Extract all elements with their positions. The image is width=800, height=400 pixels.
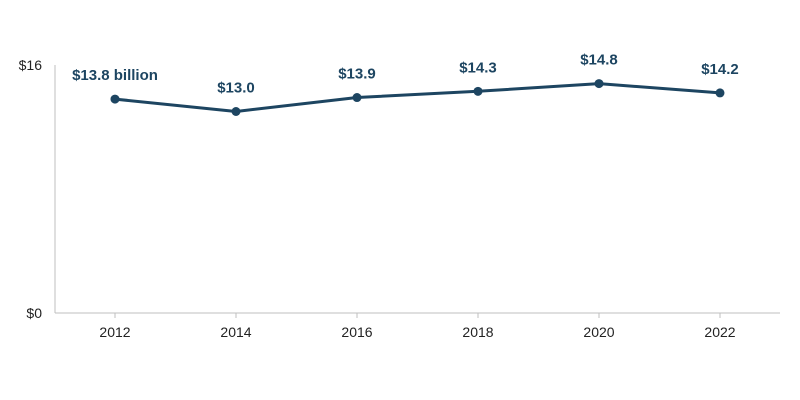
data-labels: $13.8 billion $13.0 $13.9 $14.3 $14.8 $14.2 [72,52,739,97]
data-label: $14.3 [459,59,497,76]
data-label: $13.9 [338,66,376,83]
data-point [594,79,604,89]
x-axis-ticks: 2012 2014 2016 2018 2020 2022 [99,313,736,340]
data-point [231,107,241,116]
data-point [473,86,483,96]
data-label: $14.8 [580,52,618,69]
x-tick-label: 2022 [704,324,735,340]
y-axis-ticks: $16 $0 [19,57,43,321]
x-tick-label: 2016 [341,324,372,340]
data-label: $13.0 [217,80,255,97]
data-label: $14.2 [701,61,739,78]
y-tick-label: $0 [26,305,42,321]
data-point [110,94,120,104]
y-tick-label: $16 [19,57,43,73]
data-point [352,93,362,103]
x-tick-label: 2018 [462,324,493,340]
x-tick-label: 2014 [220,324,251,340]
data-point [715,88,725,98]
x-tick-label: 2020 [583,324,614,340]
data-label: $13.8 billion [72,67,158,84]
x-tick-label: 2012 [99,324,130,340]
series-line [114,82,721,113]
data-series [110,79,725,116]
